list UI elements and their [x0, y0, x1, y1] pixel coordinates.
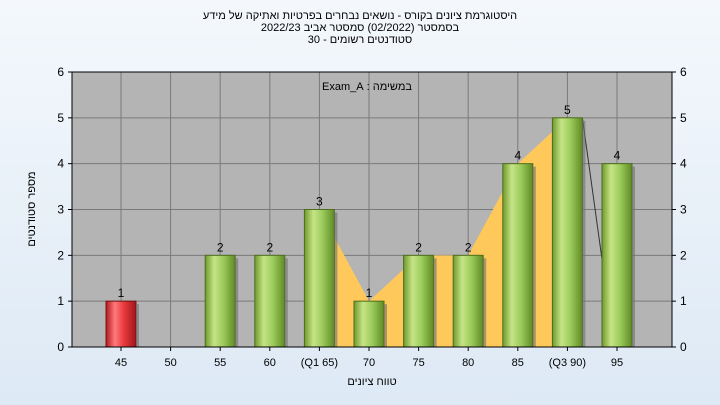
y-tick-label-right: 6	[680, 65, 687, 79]
x-tick-label: 60	[264, 357, 276, 369]
y-tick-label-left: 0	[57, 340, 64, 354]
bar-value-label: 2	[465, 240, 472, 254]
y-tick-label-left: 3	[57, 203, 64, 217]
y-tick-label-right: 3	[680, 203, 687, 217]
bar	[502, 163, 534, 348]
bar-shadow	[532, 166, 536, 347]
y-tick-label-left: 2	[57, 248, 64, 262]
bar-shadow	[284, 258, 288, 347]
bar	[601, 163, 633, 348]
bar-shadow	[235, 258, 239, 347]
bar	[452, 254, 484, 348]
y-tick-label-right: 1	[680, 294, 687, 308]
trend-line	[581, 117, 605, 274]
bar-value-label: 2	[266, 240, 273, 254]
bar-value-label: 1	[366, 286, 373, 300]
bar	[105, 300, 137, 348]
bar-value-label: 5	[564, 103, 571, 117]
y-tick-label-right: 4	[680, 157, 687, 171]
bar-shadow	[384, 304, 387, 347]
bar-value-label: 2	[415, 240, 422, 254]
bar-value-label: 4	[514, 149, 521, 163]
y-tick-label-left: 1	[57, 294, 64, 308]
chart-title-line-2: בסמסטר (02/2022) סמסטר אביב 2022/23	[260, 22, 460, 34]
x-tick-label: 85	[512, 357, 524, 369]
x-tick-label: 45	[115, 357, 127, 369]
bar-shadow	[483, 258, 487, 347]
bar-shadow	[582, 120, 586, 347]
task-annotation: במשימה : Exam_A	[322, 81, 412, 93]
y-axis-label: מספר סטודנטים	[26, 171, 38, 246]
bar-value-label: 1	[118, 286, 125, 300]
y-tick-label-right: 0	[680, 340, 687, 354]
bar-shadow	[433, 258, 437, 347]
bar-shadow	[136, 304, 139, 347]
bar-value-label: 2	[217, 240, 224, 254]
bar-shadow	[632, 166, 635, 347]
y-tick-label-left: 5	[57, 111, 64, 125]
chart-title-line-3: סטודנטים רשומים - 30	[307, 34, 413, 46]
bar-value-label: 3	[316, 195, 323, 209]
x-tick-label: 80	[462, 357, 474, 369]
y-tick-label-left: 4	[57, 157, 64, 171]
bar-shadow	[334, 212, 338, 347]
x-tick-label: 70	[363, 357, 375, 369]
bar	[204, 254, 236, 348]
bar	[303, 209, 335, 348]
chart-title: היסטוגרמת ציונים בקורס - נושאים נבחרים ב…	[0, 10, 720, 46]
plot-border	[71, 71, 673, 348]
y-tick-label-right: 2	[680, 248, 687, 262]
chart-title-line-1: היסטוגרמת ציונים בקורס - נושאים נבחרים ב…	[202, 10, 518, 22]
x-tick-label: 50	[164, 357, 176, 369]
x-tick-label: 75	[412, 357, 424, 369]
x-tick-label: (Q3 90)	[549, 357, 586, 369]
bar	[353, 300, 385, 348]
x-tick-label: 95	[611, 357, 623, 369]
bar	[254, 254, 286, 348]
x-axis-label: טווח ציונים	[347, 376, 396, 388]
x-tick-label: (Q1 65)	[301, 357, 338, 369]
bar	[403, 254, 435, 348]
bar	[551, 117, 583, 348]
y-tick-label-left: 6	[57, 65, 64, 79]
bar-value-label: 4	[614, 149, 621, 163]
y-tick-label-right: 5	[680, 111, 687, 125]
x-tick-label: 55	[214, 357, 226, 369]
